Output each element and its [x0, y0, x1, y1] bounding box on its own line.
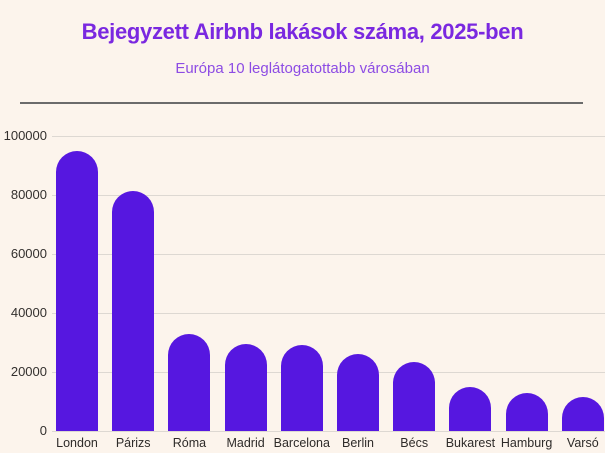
bar-chart: 0 20000 40000 60000 80000 100000 London Párizs… [0, 118, 605, 453]
x-axis-label: Bukarest [445, 436, 496, 450]
bar-párizs [112, 190, 155, 431]
x-axis: London Párizs Róma Madrid Barcelona Berlin Béc… [52, 436, 605, 453]
x-axis-label: Bécs [400, 436, 429, 450]
y-axis: 0 20000 40000 60000 80000 100000 [0, 128, 47, 438]
chart-subtitle: Európa 10 leglátogatottabb városában [175, 60, 430, 77]
bar-varsó [561, 397, 604, 431]
x-axis-label: Párizs [115, 436, 151, 450]
gridline [52, 431, 605, 432]
x-axis-label: Róma [172, 436, 207, 450]
bar-barcelona [280, 345, 323, 431]
bar-bukarest [449, 386, 492, 431]
x-axis-label: Varsó [566, 436, 599, 450]
bar-madrid [224, 343, 267, 431]
x-axis-label: Barcelona [273, 436, 330, 450]
y-axis-tick-label: 60000 [10, 246, 47, 261]
plot-area [52, 136, 605, 432]
bar-bécs [393, 361, 436, 431]
gridline [52, 313, 605, 314]
y-axis-tick-label: 100000 [3, 128, 47, 143]
bar-róma [168, 333, 211, 431]
bar-berlin [337, 354, 379, 431]
chart-title: Bejegyzett Airbnb lakások száma, 2025-be… [81, 19, 524, 44]
y-axis-tick-label: 0 [39, 423, 47, 438]
x-axis-label: Madrid [226, 436, 265, 450]
separator-line [20, 102, 583, 104]
gridline [52, 372, 605, 373]
gridline [52, 254, 605, 255]
x-axis-label: Hamburg [500, 436, 553, 450]
x-axis-label: London [56, 436, 98, 450]
gridline [52, 195, 605, 196]
y-axis-tick-label: 20000 [10, 364, 47, 379]
gridline [52, 136, 605, 137]
x-axis-label: Berlin [342, 436, 374, 450]
y-axis-tick-label: 40000 [10, 305, 47, 320]
y-axis-tick-label: 80000 [10, 187, 47, 202]
bar-london [56, 150, 98, 431]
bar-hamburg [505, 392, 548, 431]
